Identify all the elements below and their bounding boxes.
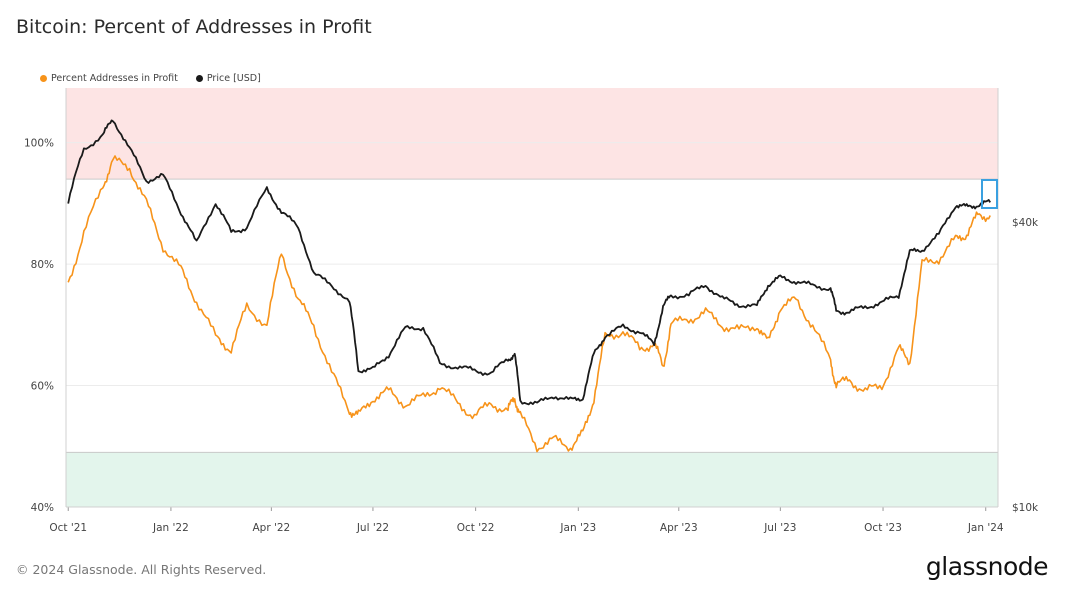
band-lower-zone — [66, 452, 998, 507]
x-tick-label: Jan '22 — [152, 522, 189, 534]
legend-dot-profit — [40, 75, 47, 82]
x-tick-label: Jan '24 — [967, 522, 1004, 534]
x-tick-label: Oct '23 — [864, 522, 902, 534]
highlight-box — [981, 179, 998, 209]
x-tick-label: Oct '21 — [49, 522, 87, 534]
legend-dot-price — [195, 75, 203, 82]
x-tick-label: Apr '22 — [252, 522, 290, 534]
x-tick-label: Oct '22 — [457, 522, 495, 534]
x-tick-label: Jan '23 — [559, 522, 596, 534]
y-right-tick-label: $40k — [1012, 217, 1039, 229]
series-line-price — [67, 119, 991, 406]
copyright-notice: © 2024 Glassnode. All Rights Reserved. — [16, 562, 267, 577]
x-tick-label: Apr '23 — [660, 522, 698, 534]
x-tick-label: Jul '22 — [356, 522, 389, 534]
brand-logo: glassnode — [925, 552, 1049, 581]
band-upper-zone — [66, 88, 998, 180]
legend: Percent Addresses in Profit Price [USD] — [40, 73, 261, 84]
legend-label-price: Price [USD] — [206, 73, 261, 84]
legend-item-profit[interactable]: Percent Addresses in Profit — [40, 73, 178, 84]
y-right-tick-label: $10k — [1012, 502, 1039, 514]
legend-item-price[interactable]: Price [USD] — [195, 73, 261, 84]
y-left-tick-label: 100% — [24, 138, 54, 150]
legend-label-profit: Percent Addresses in Profit — [51, 73, 178, 84]
y-left-tick-label: 40% — [31, 502, 54, 514]
x-tick-label: Jul '23 — [763, 522, 796, 534]
chart-title: Bitcoin: Percent of Addresses in Profit — [16, 16, 372, 38]
y-left-tick-label: 60% — [31, 381, 54, 393]
series-line-profit — [67, 155, 991, 453]
y-left-tick-label: 80% — [31, 259, 54, 271]
